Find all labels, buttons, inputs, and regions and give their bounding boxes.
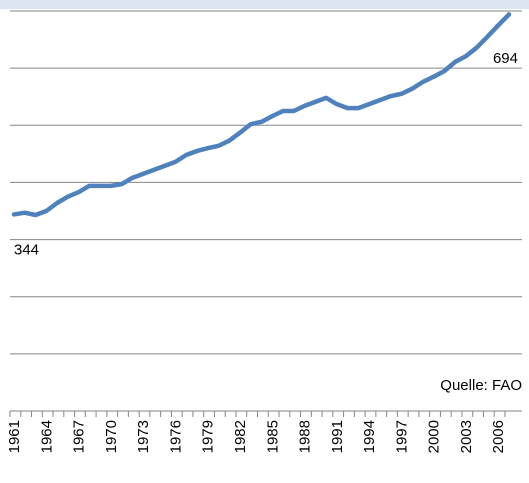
x-tick-label: 1982 [232, 420, 249, 453]
data-label: 694 [493, 50, 518, 67]
x-tick-label: 2003 [458, 420, 475, 453]
x-tick-label: 1964 [38, 420, 55, 453]
x-tick-label: 1985 [264, 420, 281, 453]
x-tick-label: 1979 [200, 420, 217, 453]
x-tick-label: 1967 [71, 420, 88, 453]
x-tick-label: 1973 [135, 420, 152, 453]
data-line [11, 12, 512, 218]
x-tick-label: 2006 [490, 420, 507, 453]
x-tick-label: 2000 [426, 420, 443, 453]
top-band [0, 0, 529, 9]
source-note: Quelle: FAO [440, 377, 522, 394]
data-label: 344 [14, 241, 39, 258]
x-tick-label: 1961 [6, 420, 23, 453]
x-tick-label: 1994 [361, 420, 378, 453]
x-tick-label: 1976 [167, 420, 184, 453]
x-tick-label: 1991 [329, 420, 346, 453]
x-tick-label: 1970 [103, 420, 120, 453]
x-tick-label: 1988 [297, 420, 314, 453]
x-tick-label: 1997 [393, 420, 410, 453]
